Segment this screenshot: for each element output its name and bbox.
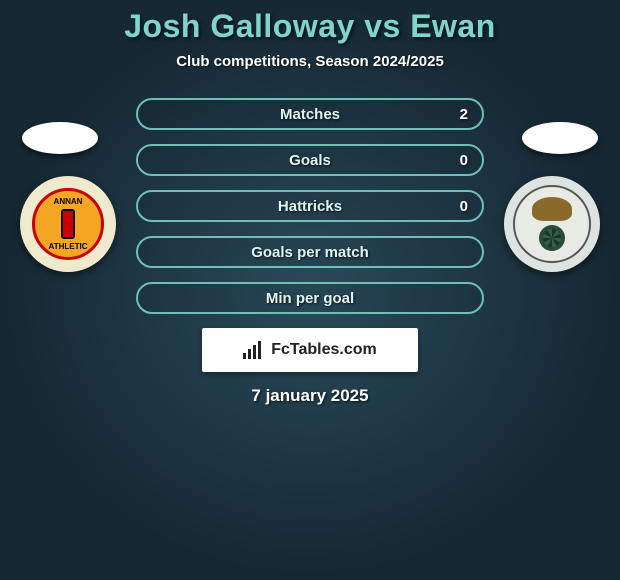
comparison-card: Josh Galloway vs Ewan Club competitions,… [0, 0, 620, 406]
stat-row-matches: Matches 2 [136, 98, 484, 130]
player-left-avatar [22, 122, 98, 154]
stat-row-goals-per-match: Goals per match [136, 236, 484, 268]
inverness-badge-icon [513, 185, 591, 263]
club-badge-left: ANNAN ATHLETIC [20, 176, 116, 272]
title: Josh Galloway vs Ewan [0, 8, 620, 45]
player-right-avatar [522, 122, 598, 154]
stat-label: Min per goal [266, 290, 354, 307]
club-badge-right [504, 176, 600, 272]
stat-label: Matches [280, 106, 340, 123]
stat-value: 0 [460, 152, 468, 169]
stat-label: Goals [289, 152, 331, 169]
stat-label: Hattricks [278, 198, 342, 215]
stat-label: Goals per match [251, 244, 369, 261]
stats-list: Matches 2 Goals 0 Hattricks 0 Goals per … [136, 98, 484, 314]
subtitle: Club competitions, Season 2024/2025 [0, 53, 620, 70]
stat-value: 0 [460, 198, 468, 215]
date-label: 7 january 2025 [0, 386, 620, 406]
stat-row-hattricks: Hattricks 0 [136, 190, 484, 222]
stat-row-goals: Goals 0 [136, 144, 484, 176]
stat-row-min-per-goal: Min per goal [136, 282, 484, 314]
annan-badge-icon: ANNAN ATHLETIC [32, 188, 104, 260]
stat-value: 2 [460, 106, 468, 123]
site-attribution[interactable]: FcTables.com [202, 328, 418, 372]
site-label: FcTables.com [271, 341, 377, 359]
bar-chart-icon [243, 341, 265, 359]
